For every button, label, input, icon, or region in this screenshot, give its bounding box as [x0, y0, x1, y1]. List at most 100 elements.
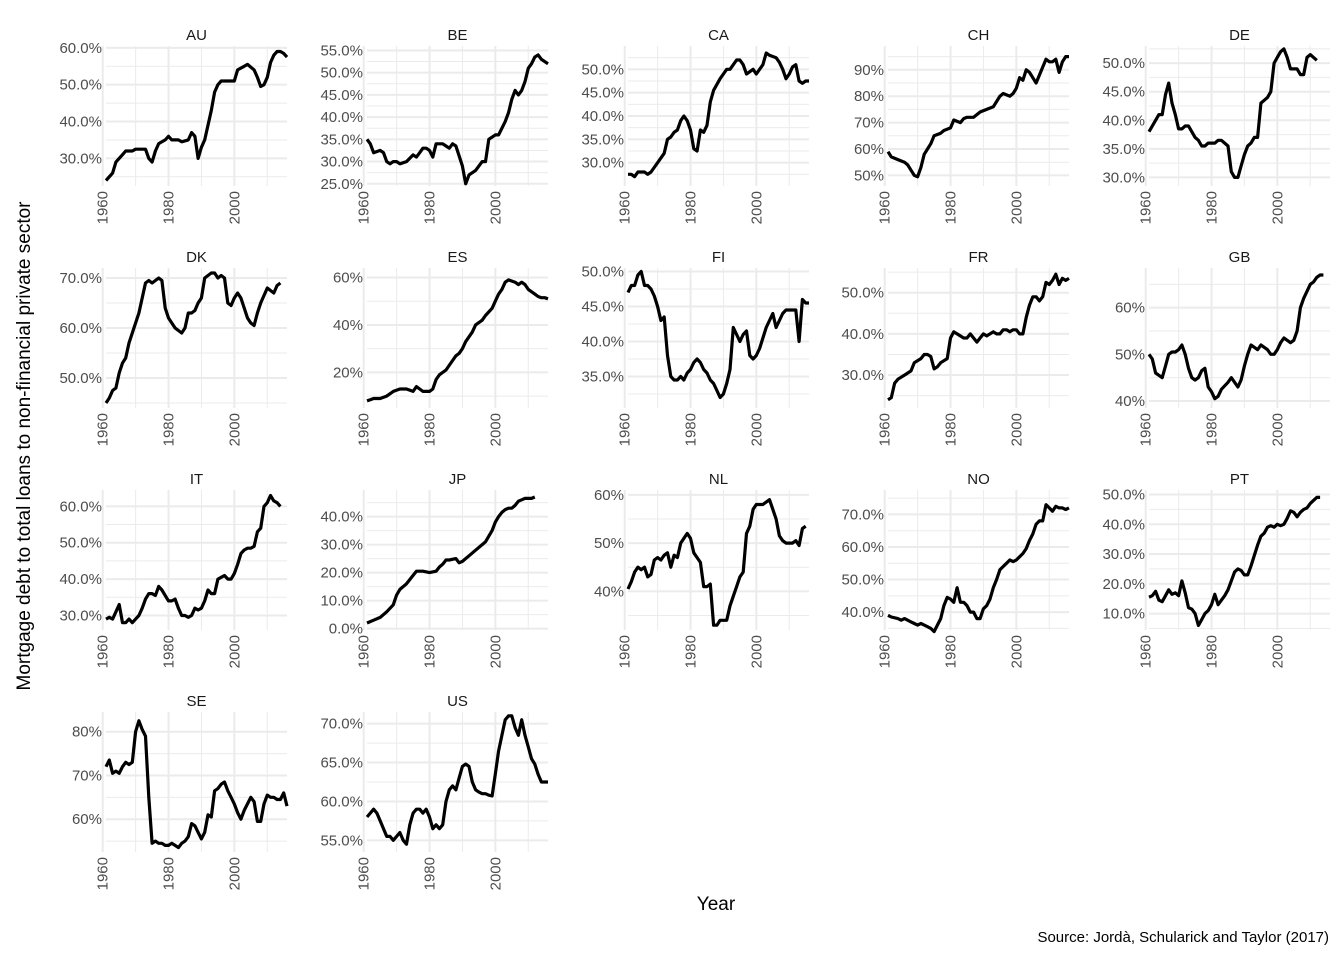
- y-tick-label: 35.0%: [581, 369, 624, 386]
- panel-title-jp: JP: [449, 471, 467, 488]
- x-tick-label: 2000: [487, 413, 504, 446]
- series-line-no: [887, 503, 1070, 634]
- y-tick-label: 30.0%: [841, 367, 884, 384]
- x-tick-label: 1980: [943, 413, 960, 446]
- x-tick-label: 1980: [683, 191, 700, 224]
- panel-us: US 55.0% 60.0% 65.0% 70.0% 1960 1980 2000: [320, 693, 548, 890]
- x-tick-label: 2000: [1269, 635, 1286, 668]
- x-tick-label: 2000: [226, 635, 243, 668]
- y-tick-label: 35.0%: [1102, 141, 1145, 158]
- panel-it: IT 30.0% 40.0% 50.0% 60.0% 1960 1980 2000: [59, 471, 287, 668]
- series-line-pt: [1148, 495, 1321, 628]
- x-tick-label: 2000: [226, 857, 243, 890]
- y-tick-label: 50.0%: [841, 572, 884, 589]
- y-tick-label: 25.0%: [320, 176, 363, 193]
- y-tick-label: 40%: [1115, 393, 1145, 410]
- y-tick-label: 40.0%: [841, 604, 884, 621]
- panel-gb: GB 40% 50% 60% 1960 1980 2000: [1115, 249, 1330, 446]
- y-tick-label: 10.0%: [320, 593, 363, 610]
- panel-title-dk: DK: [186, 249, 207, 266]
- y-tick-label: 50.0%: [581, 264, 624, 281]
- x-tick-label: 1960: [1138, 191, 1155, 224]
- series-line-es: [366, 278, 549, 403]
- x-tick-label: 2000: [1269, 191, 1286, 224]
- panel-be: BE 25.0% 30.0% 35.0% 40.0% 45.0% 50.0% 55.0% 196…: [320, 27, 549, 224]
- y-tick-label: 0.0%: [329, 621, 363, 638]
- y-tick-label: 60%: [72, 811, 102, 828]
- panel-ch: CH 50% 60% 70% 80% 90% 1960 1980 2000: [854, 27, 1069, 224]
- y-tick-label: 20%: [333, 364, 363, 381]
- y-tick-label: 80%: [72, 724, 102, 741]
- x-tick-label: 1980: [1204, 413, 1221, 446]
- x-tick-label: 2000: [1008, 191, 1025, 224]
- y-tick-label: 40.0%: [1102, 112, 1145, 129]
- y-tick-label: 60.0%: [59, 40, 102, 57]
- y-tick-label: 50.0%: [1102, 55, 1145, 72]
- y-tick-label: 50.0%: [59, 370, 102, 387]
- y-tick-label: 40.0%: [320, 509, 363, 526]
- y-tick-label: 40.0%: [59, 571, 102, 588]
- y-tick-label: 40.0%: [581, 334, 624, 351]
- x-tick-label: 1980: [422, 635, 439, 668]
- panel-fi: FI 35.0% 40.0% 45.0% 50.0% 1960 1980 2000: [581, 249, 809, 446]
- x-tick-label: 1980: [683, 635, 700, 668]
- series-line-se: [104, 719, 289, 850]
- panel-title-no: NO: [967, 471, 990, 488]
- panel-title-se: SE: [186, 693, 206, 710]
- y-tick-label: 30.0%: [320, 537, 363, 554]
- y-tick-label: 60.0%: [841, 539, 884, 556]
- y-tick-label: 55.0%: [320, 832, 363, 849]
- panel-title-be: BE: [447, 27, 467, 44]
- y-tick-label: 40.0%: [320, 109, 363, 126]
- x-tick-label: 1960: [356, 857, 373, 890]
- x-tick-label: 1960: [617, 413, 634, 446]
- series-line-ch: [886, 55, 1069, 179]
- y-tick-label: 50.0%: [581, 61, 624, 78]
- x-axis-label: Year: [697, 894, 736, 915]
- panel-title-fr: FR: [969, 249, 989, 266]
- x-tick-label: 1960: [617, 635, 634, 668]
- y-tick-label: 40.0%: [581, 108, 624, 125]
- chart-panels: AU 30.0% 40.0% 50.0% 60.0% 1960 1980 2000 BE 25.0…: [59, 27, 1330, 890]
- source-caption: Source: Jordà, Schularick and Taylor (20…: [1037, 929, 1329, 946]
- panel-fr: FR 30.0% 40.0% 50.0% 1960 1980 2000: [841, 249, 1070, 446]
- series-line-de: [1147, 47, 1318, 179]
- y-tick-label: 20.0%: [1102, 576, 1145, 593]
- x-tick-label: 1980: [1204, 191, 1221, 224]
- x-tick-label: 1980: [422, 191, 439, 224]
- y-tick-label: 20.0%: [320, 565, 363, 582]
- y-tick-label: 40.0%: [841, 326, 884, 343]
- y-tick-label: 60.0%: [59, 498, 102, 515]
- y-tick-label: 35.0%: [581, 131, 624, 148]
- y-tick-label: 45.0%: [581, 85, 624, 102]
- y-tick-label: 55.0%: [320, 42, 363, 59]
- x-tick-label: 2000: [487, 191, 504, 224]
- y-tick-label: 30.0%: [581, 155, 624, 172]
- y-tick-label: 90%: [854, 62, 884, 79]
- x-tick-label: 1960: [1138, 635, 1155, 668]
- x-tick-label: 2000: [226, 413, 243, 446]
- x-tick-label: 1980: [422, 413, 439, 446]
- y-tick-label: 60%: [1115, 300, 1145, 317]
- y-tick-label: 70.0%: [320, 716, 363, 733]
- x-tick-label: 1980: [161, 191, 178, 224]
- y-tick-label: 45.0%: [1102, 84, 1145, 101]
- panel-title-us: US: [447, 693, 468, 710]
- panel-title-fi: FI: [712, 249, 725, 266]
- y-tick-label: 40%: [594, 583, 624, 600]
- x-tick-label: 2000: [226, 191, 243, 224]
- x-tick-label: 1960: [95, 191, 112, 224]
- x-tick-label: 1960: [95, 635, 112, 668]
- panel-title-ch: CH: [968, 27, 990, 44]
- y-tick-label: 30.0%: [1102, 169, 1145, 186]
- panel-nl: NL 40% 50% 60% 1960 1980 2000: [594, 471, 809, 668]
- x-tick-label: 1980: [943, 191, 960, 224]
- panel-title-es: ES: [447, 249, 467, 266]
- series-line-fi: [626, 269, 809, 400]
- x-tick-label: 1960: [1138, 413, 1155, 446]
- y-tick-label: 30.0%: [320, 154, 363, 171]
- panel-title-nl: NL: [709, 471, 728, 488]
- x-tick-label: 2000: [1008, 635, 1025, 668]
- y-tick-label: 30.0%: [59, 150, 102, 167]
- panel-es: ES 20% 40% 60% 1960 1980 2000: [333, 249, 549, 446]
